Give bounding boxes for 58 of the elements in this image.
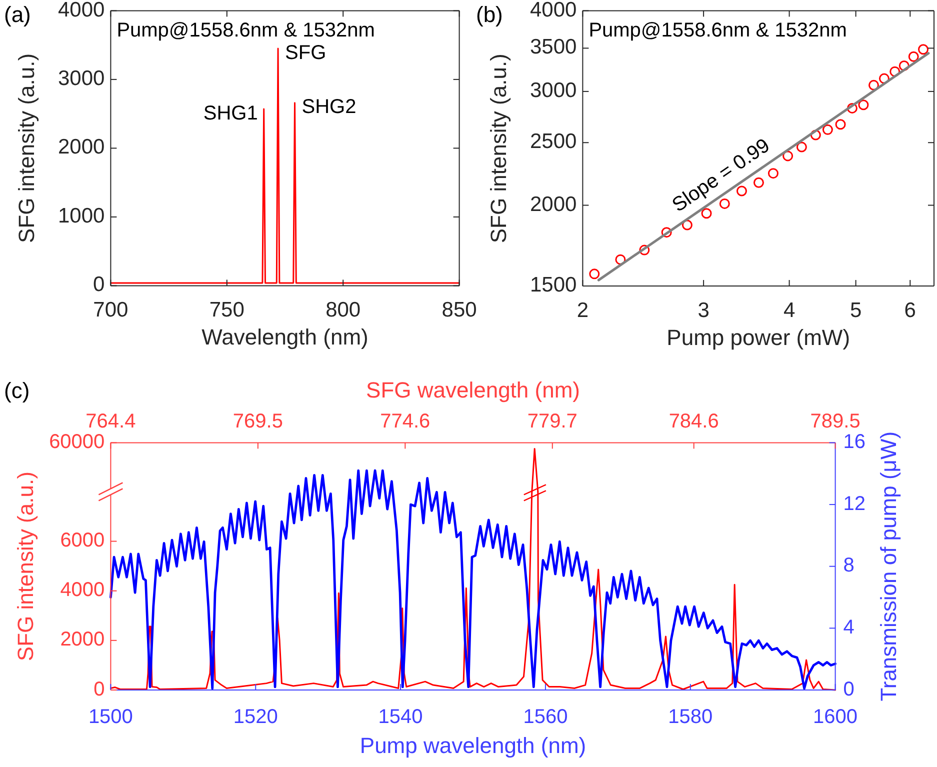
x-axis-title: Pump power (mW) (666, 325, 850, 350)
x-tick-label: 2 (576, 299, 589, 322)
text: 60000 (49, 430, 105, 453)
y-axis-title: SFG intensity (a.u.) (486, 54, 511, 244)
x-tick-label: 1560 (523, 706, 568, 728)
y-tick-label: 0 (93, 273, 105, 296)
y2-tick-label: 0 (843, 678, 854, 700)
y-tick-label: 3000 (58, 66, 105, 90)
x-tick-label: 750 (209, 298, 244, 322)
x2-tick-label: 789.5 (810, 410, 860, 433)
y-tick-label: 2000 (60, 628, 105, 651)
y2-tick-label: 4 (843, 616, 854, 638)
x-tick-label: 1540 (378, 706, 423, 728)
y-tick-label: 4000 (530, 0, 577, 22)
x-tick-label: 5 (850, 299, 862, 322)
chart-title: (c) (4, 378, 30, 403)
x2-tick-label: 769.5 (232, 410, 283, 433)
chart-title: (a) (4, 2, 31, 27)
x-tick-label: 6 (904, 299, 916, 322)
x-axis-title: Pump wavelength (nm) (360, 733, 586, 758)
x-tick-label: 3 (698, 299, 710, 322)
y2-tick-label: 16 (843, 430, 866, 453)
annotation: Slope = 0.99 (668, 134, 774, 217)
y-tick-label: 6000 (60, 530, 105, 552)
y2-tick-label: 8 (843, 554, 854, 577)
annotation: Pump@1558.6nm & 1532nm (116, 20, 375, 42)
x2-tick-label: 779.7 (527, 410, 578, 433)
annotation: SFG (285, 42, 326, 64)
x2-axis-title: SFG wavelength (nm) (366, 378, 580, 403)
x2-tick-label: 774.6 (380, 410, 430, 433)
chart-title: (b) (476, 2, 503, 27)
x-tick-label: 1600 (813, 706, 858, 728)
annotation: SHG1 (203, 102, 258, 124)
y-tick-label: 1500 (530, 274, 577, 297)
x-tick-label: 1580 (668, 706, 713, 728)
y-tick-label: 2000 (530, 192, 577, 216)
x-tick-label: 1520 (233, 706, 278, 728)
y-axis-title: SFG intensity (a.u.) (14, 53, 39, 243)
y-axis-title: SFG intensity (a.u.) (12, 472, 38, 662)
x-tick-label: 700 (93, 298, 128, 322)
x2-tick-label: 784.6 (668, 410, 719, 433)
y-tick-label: 2500 (530, 130, 577, 154)
y-tick-label: 4000 (60, 579, 105, 602)
annotation: SHG2 (302, 96, 356, 118)
y2-axis-title: Transmission of pump (μW) (876, 431, 901, 702)
y-tick-label: 2000 (58, 136, 105, 159)
x-tick-label: 4 (783, 299, 796, 322)
y-tick-label: 3000 (530, 78, 577, 102)
x-axis-title: Wavelength (nm) (202, 324, 368, 350)
x2-tick-label: 764.4 (86, 410, 136, 433)
annotation: Pump@1558.6nm & 1532nm (588, 20, 847, 42)
x-tick-label: 850 (442, 298, 477, 322)
y-tick-label: 4000 (58, 0, 105, 22)
y-tick-label: 0 (94, 678, 105, 700)
x-tick-label: 800 (326, 298, 361, 322)
y2-tick-label: 12 (843, 492, 866, 515)
y-tick-label: 3500 (530, 36, 577, 59)
y-tick-label: 1000 (58, 204, 105, 228)
